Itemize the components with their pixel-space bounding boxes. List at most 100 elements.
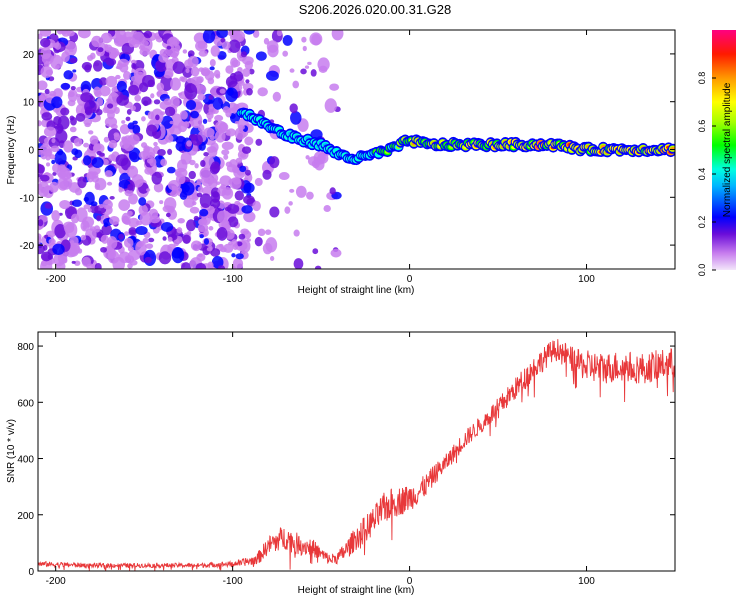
spectrogram-blob xyxy=(301,36,307,43)
spectrogram-blob xyxy=(199,193,212,209)
spectrogram-blob xyxy=(223,187,232,196)
spectrogram-blob xyxy=(71,199,83,207)
spectrogram-blob xyxy=(128,147,141,163)
spectrogram-blob xyxy=(239,165,247,173)
spectrogram-blob xyxy=(194,163,199,169)
spectrogram-blob xyxy=(54,223,67,239)
spectrogram-blob xyxy=(77,176,87,189)
spectrogram-blob xyxy=(227,30,237,37)
spectrogram-blob xyxy=(289,68,295,73)
spectrogram-blob xyxy=(232,177,241,185)
spectrogram-blob xyxy=(245,79,250,84)
spectrogram-blob xyxy=(254,177,263,187)
spectrogram-blob xyxy=(212,97,224,110)
y-tick-label: 10 xyxy=(23,98,35,109)
spectrogram-blob xyxy=(231,239,238,247)
spectrogram-blob xyxy=(67,89,78,103)
spectrogram-blob xyxy=(202,30,216,44)
spectrogram-blob xyxy=(172,61,186,75)
spectrogram-blob xyxy=(163,71,173,79)
spectrogram-blob xyxy=(224,229,235,240)
spectrogram-blob xyxy=(257,228,266,237)
snr-frame xyxy=(37,331,676,572)
spectrogram-blob xyxy=(130,59,137,65)
spectrogram-blob xyxy=(243,211,256,223)
spectrogram-blob xyxy=(128,229,137,236)
spectrogram-blob xyxy=(59,167,71,181)
spectrogram-blob xyxy=(238,124,245,130)
spectrogram-blob xyxy=(147,237,155,243)
spectrogram-blob xyxy=(127,134,140,145)
spectrogram-blob xyxy=(190,240,202,252)
spectrogram-blob xyxy=(175,141,186,152)
spectrogram-blob xyxy=(115,154,129,167)
spectrogram-blob xyxy=(69,57,78,64)
spectrogram-blob xyxy=(226,203,240,214)
spectrogram-blob xyxy=(159,200,164,205)
spectrogram-blob xyxy=(267,44,279,58)
spectrogram-blob xyxy=(82,155,92,166)
spectrogram-blob xyxy=(221,149,230,156)
spectrogram-blob xyxy=(166,166,176,174)
spectrogram-blob xyxy=(302,45,307,52)
spectrogram-blob xyxy=(81,61,93,71)
spectrogram-blob xyxy=(313,151,326,165)
spectrogram-blob xyxy=(145,124,158,137)
spectrogram-blob xyxy=(87,207,92,213)
snr-y-label: SNR (10 * v/v) xyxy=(6,419,17,483)
spectrogram-blob xyxy=(44,88,50,95)
spectrogram-blob xyxy=(140,142,148,149)
spectrogram-blob xyxy=(86,263,95,269)
spectrogram-blob xyxy=(99,77,108,86)
y-tick-label: 200 xyxy=(17,511,34,522)
spectrogram-blob xyxy=(51,138,56,144)
spectrogram-blob xyxy=(233,103,240,110)
spectrogram-blob xyxy=(94,263,102,269)
spectrogram-blob xyxy=(69,126,77,133)
x-tick-label: 100 xyxy=(578,274,595,285)
spectrogram-blob xyxy=(40,251,52,262)
spectrogram-blob xyxy=(158,53,169,63)
spectrogram-blob xyxy=(289,188,295,193)
spectrogram-blob xyxy=(282,50,289,57)
spectrogram-blob xyxy=(207,261,214,269)
spectrogram-blob xyxy=(96,150,102,156)
spectrogram-blob xyxy=(187,50,195,58)
spectrogram-blob xyxy=(78,30,91,39)
spectrogram-blob xyxy=(164,106,176,117)
spectrogram-blob xyxy=(77,248,83,254)
x-tick-label: -100 xyxy=(223,274,243,285)
spectrogram-blob xyxy=(83,142,90,148)
spectrogram-blob xyxy=(80,80,92,94)
spectrogram-blob xyxy=(177,121,188,133)
spectrogram-blob xyxy=(196,192,203,198)
spectrogram-blob xyxy=(272,91,282,102)
spectrogram-blob xyxy=(197,223,209,233)
spectrogram-blob xyxy=(309,32,323,46)
spectrogram-blob xyxy=(86,172,95,183)
spectrogram-blob xyxy=(83,204,91,210)
spectrogram-blob xyxy=(91,157,104,168)
spectrogram-blob xyxy=(179,76,185,82)
spectrogram-blob xyxy=(215,73,221,79)
spectrogram-blob xyxy=(40,65,53,78)
spectrogram-blob xyxy=(199,234,204,239)
spectrogram-blob xyxy=(214,130,226,143)
spectrogram-blob xyxy=(48,238,56,245)
spectrogram-blob xyxy=(290,111,302,125)
spectrogram-blob xyxy=(262,242,273,255)
spectrogram-blob xyxy=(232,257,244,269)
spectrogram-blob xyxy=(124,231,130,236)
x-tick-label: 100 xyxy=(578,576,595,587)
spectrogram-blob xyxy=(324,98,337,113)
spectrogram-blob xyxy=(119,139,131,149)
spectrogram-blob xyxy=(73,137,83,147)
spectrogram-blob xyxy=(138,197,147,206)
spectrogram-blob xyxy=(238,233,246,240)
spectrogram-blob xyxy=(49,154,56,160)
spectrogram-blob xyxy=(106,236,118,250)
spectrogram-blob xyxy=(225,87,238,103)
spectrogram-blob xyxy=(284,206,291,214)
spectrogram-blob xyxy=(144,256,152,264)
